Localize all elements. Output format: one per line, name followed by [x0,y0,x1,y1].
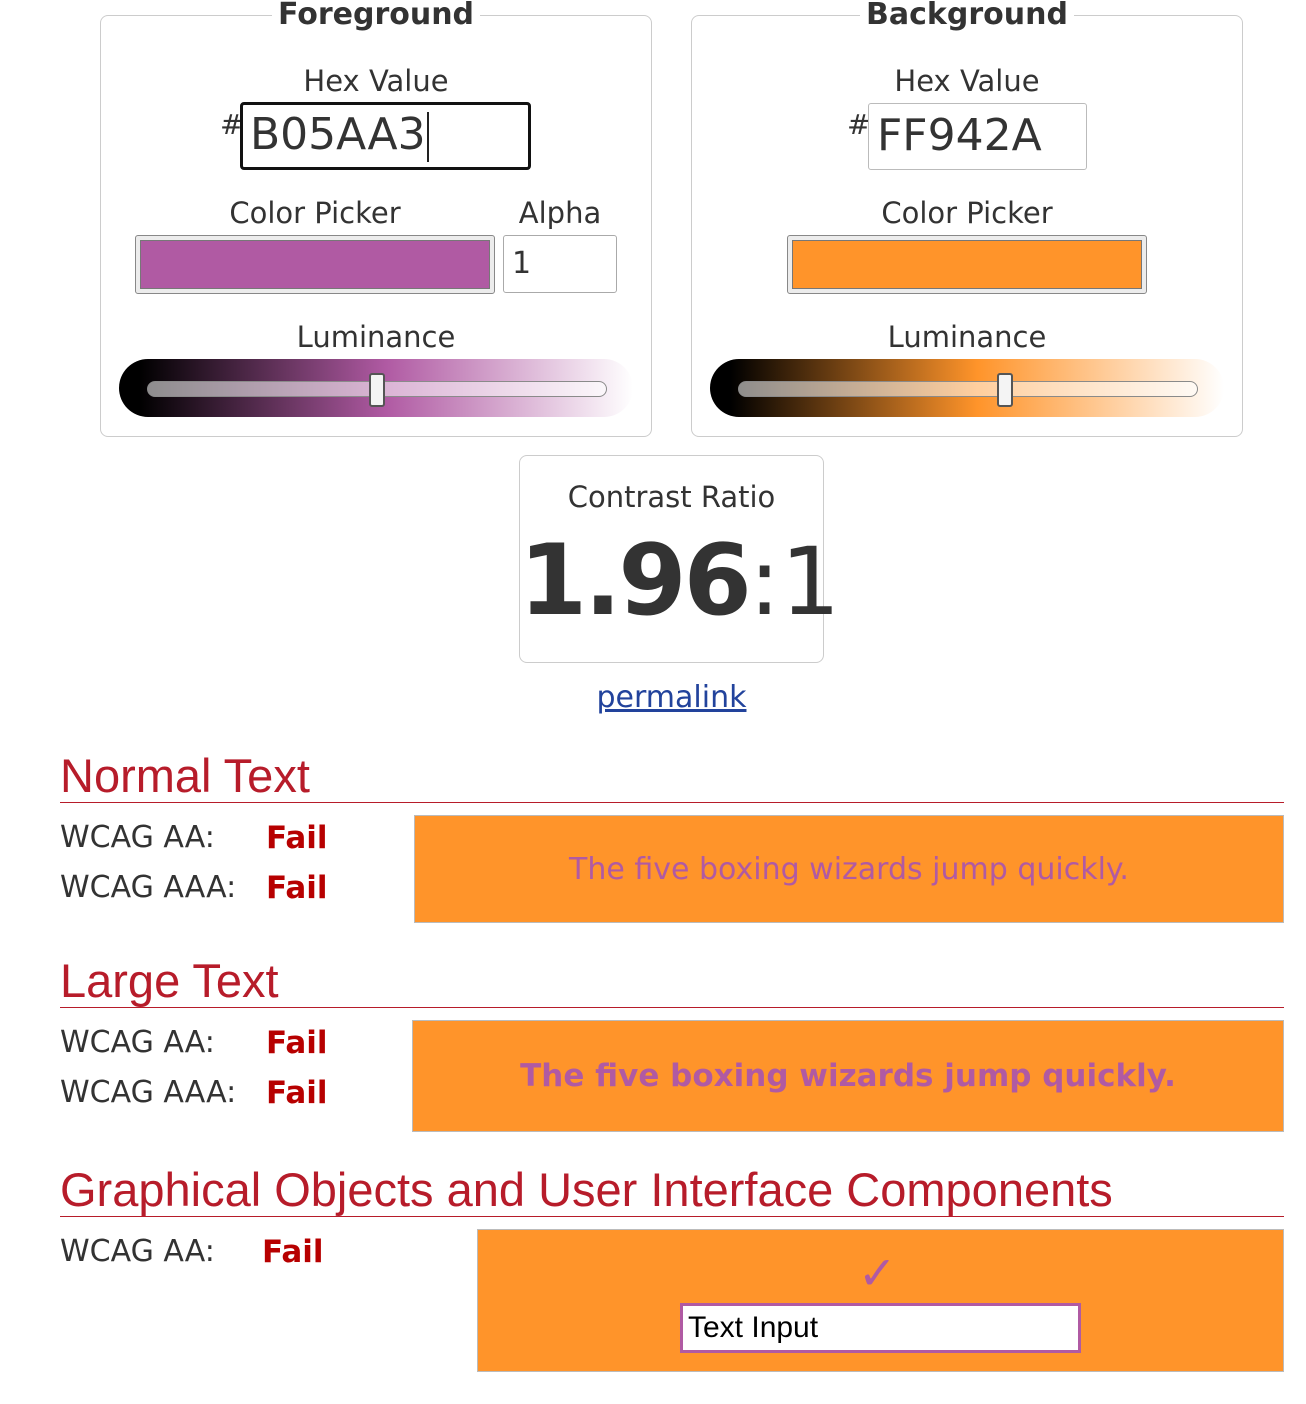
foreground-color-picker[interactable] [135,235,495,294]
foreground-hex-input[interactable]: B05AA3 [240,102,531,170]
contrast-ratio-value: 1.96:1 [519,524,840,638]
large-aa-result: Fail [266,1025,328,1061]
background-panel: Background [691,0,1243,437]
large-aa-label: WCAG AA: [60,1025,215,1060]
foreground-color-swatch [140,240,490,289]
background-picker-label: Color Picker [881,196,1053,230]
foreground-hex-value: B05AA3 [250,109,426,160]
contrast-ratio-number: 1.96 [519,524,752,638]
background-color-picker[interactable] [787,235,1147,294]
permalink-link[interactable]: permalink [596,680,747,715]
normal-text-sample: The five boxing wizards jump quickly. [414,815,1284,923]
graphical-divider [60,1216,1284,1217]
background-hash: # [847,108,871,141]
large-aaa-label: WCAG AAA: [60,1075,237,1110]
contrast-ratio-suffix: 1 [780,528,841,637]
graphical-aa-result: Fail [262,1234,324,1270]
background-hex-label: Hex Value [894,64,1040,98]
text-caret [426,112,429,162]
contrast-ratio-separator: : [748,528,781,637]
normal-text-sample-text: The five boxing wizards jump quickly. [569,851,1129,887]
background-hex-input[interactable]: FF942A [868,103,1087,170]
contrast-ratio-box: Contrast Ratio [519,455,824,663]
foreground-hash: # [220,108,244,141]
foreground-picker-label: Color Picker [229,196,401,230]
foreground-panel: Foreground [100,0,652,437]
background-color-swatch [792,240,1142,289]
contrast-ratio-title: Contrast Ratio [567,480,776,514]
large-text-sample: The five boxing wizards jump quickly. [412,1020,1284,1132]
graphical-aa-label: WCAG AA: [60,1234,215,1269]
normal-aaa-result: Fail [266,870,328,906]
normal-aa-result: Fail [266,820,328,856]
background-luminance-label: Luminance [887,320,1047,354]
large-text-divider [60,1007,1284,1008]
normal-aa-label: WCAG AA: [60,820,215,855]
normal-aaa-label: WCAG AAA: [60,870,237,905]
background-luminance-thumb[interactable] [996,373,1013,407]
graphical-heading: Graphical Objects and User Interface Com… [60,1163,1113,1216]
background-luminance-slider[interactable] [738,381,1198,397]
large-aaa-result: Fail [266,1075,328,1111]
background-legend: Background [866,0,1068,32]
normal-text-heading: Normal Text [60,749,310,802]
foreground-alpha-input[interactable]: 1 [503,235,617,293]
foreground-alpha-label: Alpha [518,196,602,230]
normal-text-divider [60,802,1284,803]
large-text-heading: Large Text [60,954,279,1007]
sample-text-input[interactable]: Text Input [680,1303,1081,1353]
large-text-sample-text: The five boxing wizards jump quickly. [520,1058,1176,1094]
checkmark-icon: ✓ [858,1246,897,1300]
foreground-luminance-thumb[interactable] [369,373,385,407]
foreground-luminance-label: Luminance [296,320,456,354]
foreground-legend: Foreground [277,0,475,32]
foreground-hex-label: Hex Value [303,64,449,98]
